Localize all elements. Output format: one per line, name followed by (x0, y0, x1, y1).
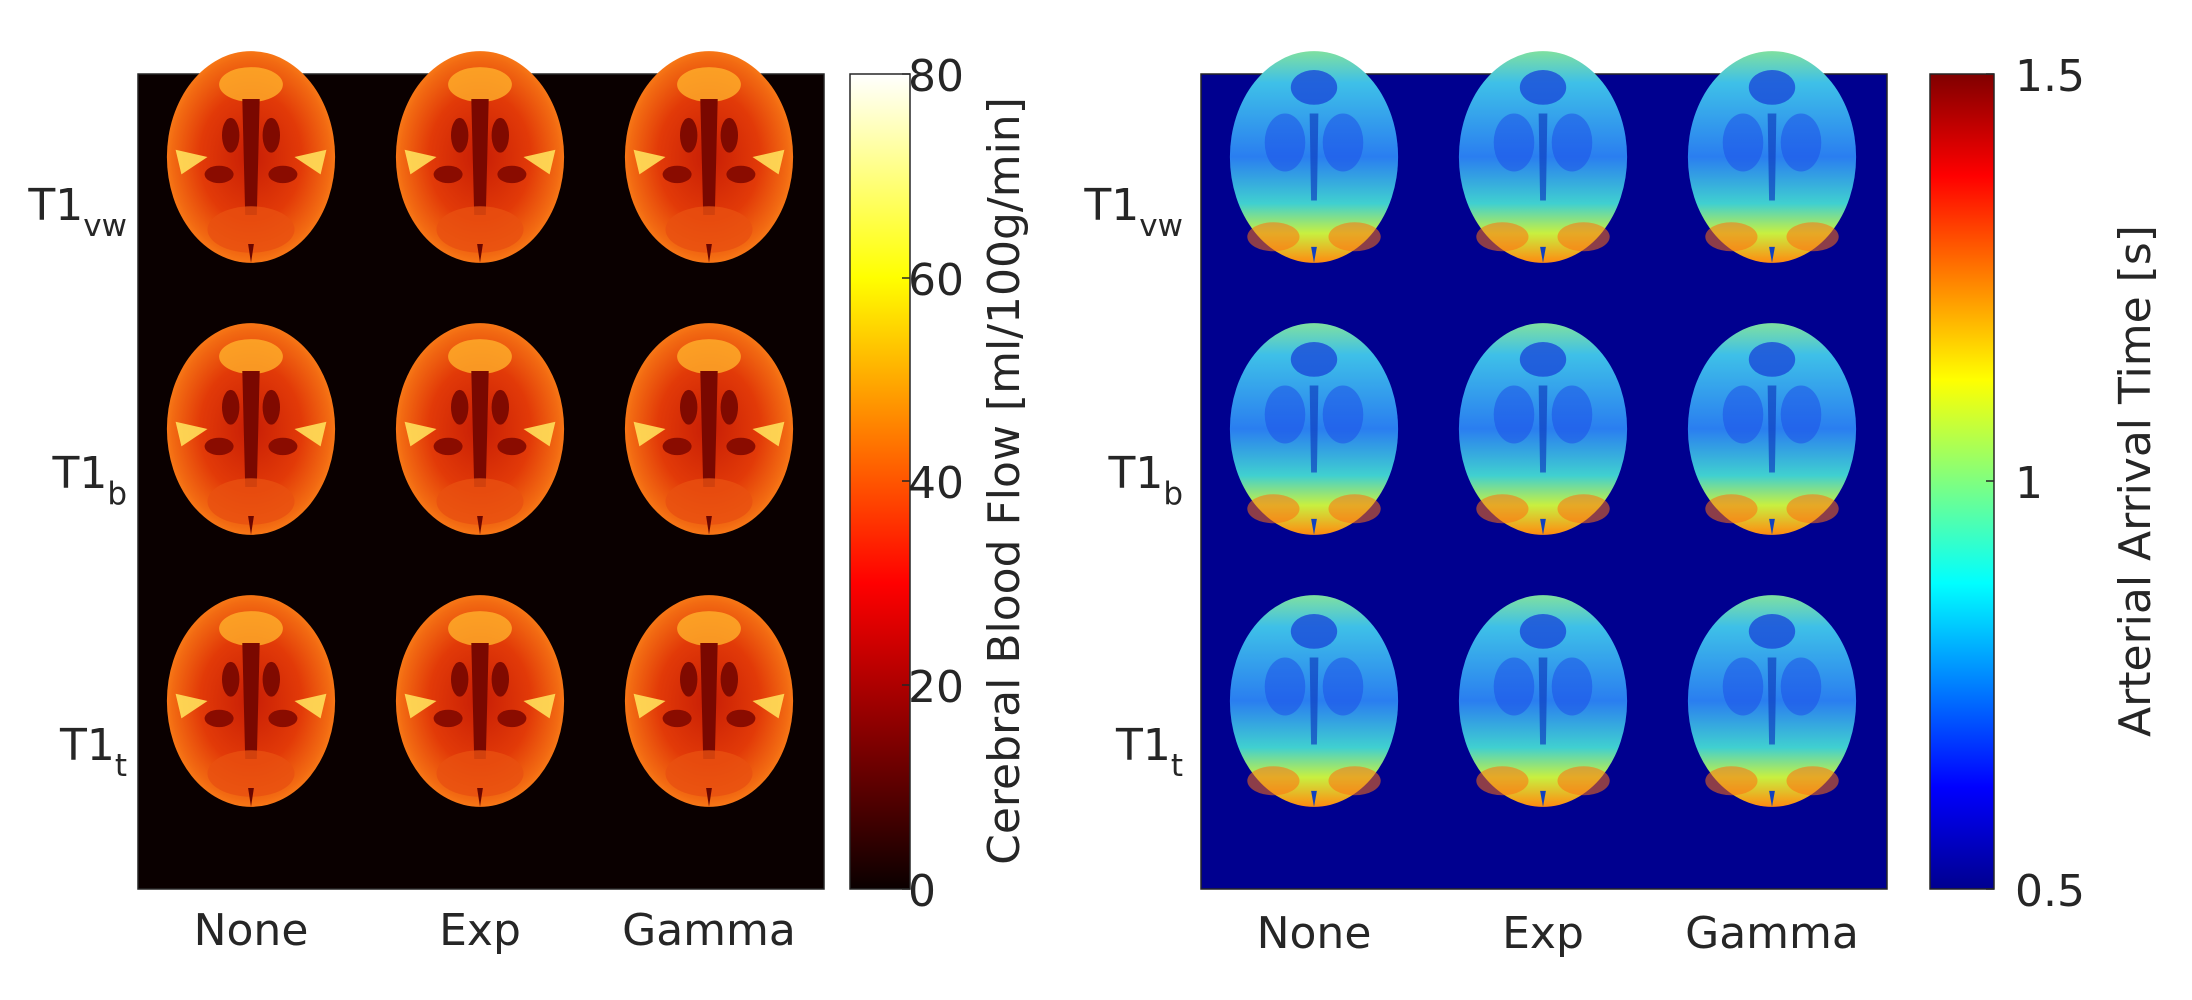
aat-colorbar-tick-1: 1 (2015, 458, 2043, 509)
aat-colorbar (1929, 73, 1995, 890)
cbf-row-label-1: T1b (51, 448, 127, 512)
cbf-colorbar-tick-80: 80 (908, 51, 964, 102)
aat-col-label-none: None (1257, 908, 1372, 959)
cbf-colorbar-label: Cerebral Blood Flow [ml/100g/min] (979, 97, 1030, 865)
cbf-colorbar-ticks (902, 73, 910, 890)
cbf-colorbar (849, 73, 911, 890)
svg-text:T1t: T1t (1115, 720, 1183, 784)
cbf-colorbar-tick-40: 40 (908, 458, 964, 509)
svg-text:T1t: T1t (59, 720, 127, 784)
cbf-brain-t1t-exp (395, 595, 565, 807)
svg-text:T1vw: T1vw (1083, 180, 1183, 244)
aat-col-label-gamma: Gamma (1685, 908, 1859, 959)
cbf-col-label-exp: Exp (439, 905, 521, 956)
svg-text:T1vw: T1vw (27, 180, 127, 244)
svg-text:T1b: T1b (1107, 448, 1183, 512)
aat-colorbar-ticks (1986, 73, 1994, 890)
aat-row-label-2: T1t (1115, 720, 1183, 784)
cbf-brain-t1vw-gamma (624, 51, 794, 263)
cbf-brain-t1vw-none (166, 51, 336, 263)
cbf-colorbar-tick-0: 0 (908, 866, 936, 917)
aat-brain-grid (1229, 51, 1857, 807)
cbf-row-label-0: T1vw (27, 180, 127, 244)
aat-brain-t1t-exp (1458, 595, 1628, 807)
cbf-brain-t1vw-exp (395, 51, 565, 263)
svg-text:T1b: T1b (51, 448, 127, 512)
aat-row-label-0: T1vw (1083, 180, 1183, 244)
aat-brain-t1b-gamma (1687, 323, 1857, 535)
aat-colorbar-tick-0.5: 0.5 (2015, 866, 2085, 917)
cbf-row-label-2: T1t (59, 720, 127, 784)
aat-brain-t1vw-exp (1458, 51, 1628, 263)
aat-row-label-1: T1b (1107, 448, 1183, 512)
cbf-colorbar-tick-60: 60 (908, 255, 964, 306)
cbf-col-label-none: None (194, 905, 309, 956)
aat-brain-t1t-none (1229, 595, 1399, 807)
cbf-colorbar-tick-20: 20 (908, 662, 964, 713)
aat-brain-t1t-gamma (1687, 595, 1857, 807)
aat-brain-t1vw-none (1229, 51, 1399, 263)
cbf-brain-t1b-gamma (624, 323, 794, 535)
aat-brain-t1vw-gamma (1687, 51, 1857, 263)
cbf-brain-t1b-exp (395, 323, 565, 535)
aat-brain-t1b-none (1229, 323, 1399, 535)
aat-brain-t1b-exp (1458, 323, 1628, 535)
cbf-brain-t1b-none (166, 323, 336, 535)
aat-panel: T1vw T1b T1t None Exp Gamma 0.5 1 1.5 Ar… (1083, 51, 2161, 959)
aat-colorbar-label: Arterial Arrival Time [s] (2110, 225, 2161, 737)
aat-colorbar-tick-1.5: 1.5 (2015, 51, 2085, 102)
cbf-brain-t1t-gamma (624, 595, 794, 807)
aat-col-label-exp: Exp (1502, 908, 1584, 959)
cbf-col-label-gamma: Gamma (622, 905, 796, 956)
cbf-panel: T1vw T1b T1t None Exp Gamma 0 20 40 (27, 51, 1030, 956)
cbf-brain-grid (166, 51, 794, 807)
cbf-brain-t1t-none (166, 595, 336, 807)
